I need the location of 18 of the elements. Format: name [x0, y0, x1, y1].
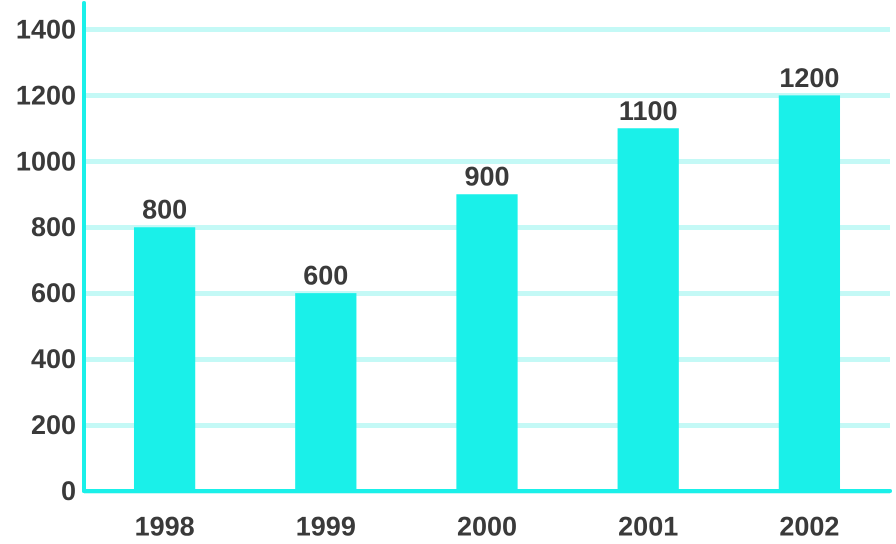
x-tick-label: 1999 — [296, 512, 356, 542]
data-label: 1200 — [779, 62, 840, 93]
data-label: 600 — [303, 260, 348, 291]
y-tick-label: 400 — [30, 344, 76, 374]
data-label: 900 — [464, 162, 510, 192]
x-tick-label: 2000 — [456, 512, 518, 542]
data-label: 1100 — [618, 96, 678, 126]
y-tick-label: 800 — [30, 212, 76, 242]
y-tick-label: 1400 — [16, 14, 76, 44]
data-label: 800 — [142, 194, 188, 225]
x-tick-label: 2002 — [779, 512, 840, 542]
y-tick-label: 600 — [30, 278, 76, 308]
y-tick-label: 200 — [30, 410, 76, 440]
y-tick-label: 0 — [60, 476, 76, 506]
y-tick-label: 1200 — [16, 80, 76, 110]
x-tick-label: 1998 — [134, 512, 195, 542]
x-tick-label: 2001 — [618, 512, 678, 542]
y-tick-label: 1000 — [16, 146, 76, 176]
